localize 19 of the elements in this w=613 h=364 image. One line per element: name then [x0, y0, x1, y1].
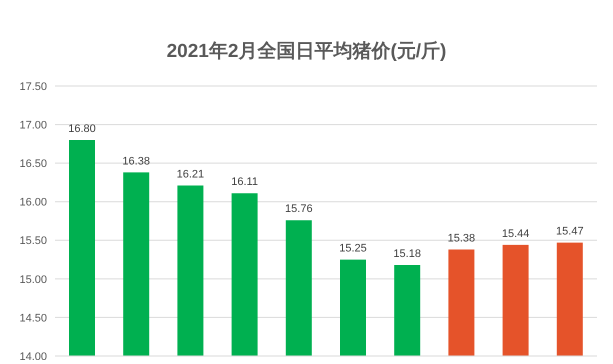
data-label: 16.80	[68, 123, 96, 135]
y-tick-label: 17.00	[19, 119, 47, 132]
data-label: 16.21	[176, 168, 204, 181]
y-tick-label: 14.50	[19, 312, 47, 324]
y-tick-label: 17.50	[19, 80, 47, 93]
data-label: 15.25	[339, 242, 367, 255]
y-tick-label: 15.00	[19, 274, 47, 286]
y-tick-label: 14.00	[19, 350, 47, 363]
data-label: 15.18	[393, 248, 421, 260]
data-label: 15.47	[556, 226, 584, 238]
data-label: 16.38	[122, 155, 150, 168]
y-tick-label: 15.50	[19, 235, 47, 248]
data-label: 15.38	[448, 232, 476, 245]
data-label: 16.11	[231, 176, 258, 188]
y-tick-label: 16.50	[19, 158, 47, 170]
y-tick-label: 16.00	[19, 196, 47, 209]
chart-title: 2021年2月全国日平均猪价(元/斤)	[166, 40, 448, 64]
data-label: 15.76	[285, 203, 313, 216]
data-label: 15.44	[502, 228, 530, 240]
